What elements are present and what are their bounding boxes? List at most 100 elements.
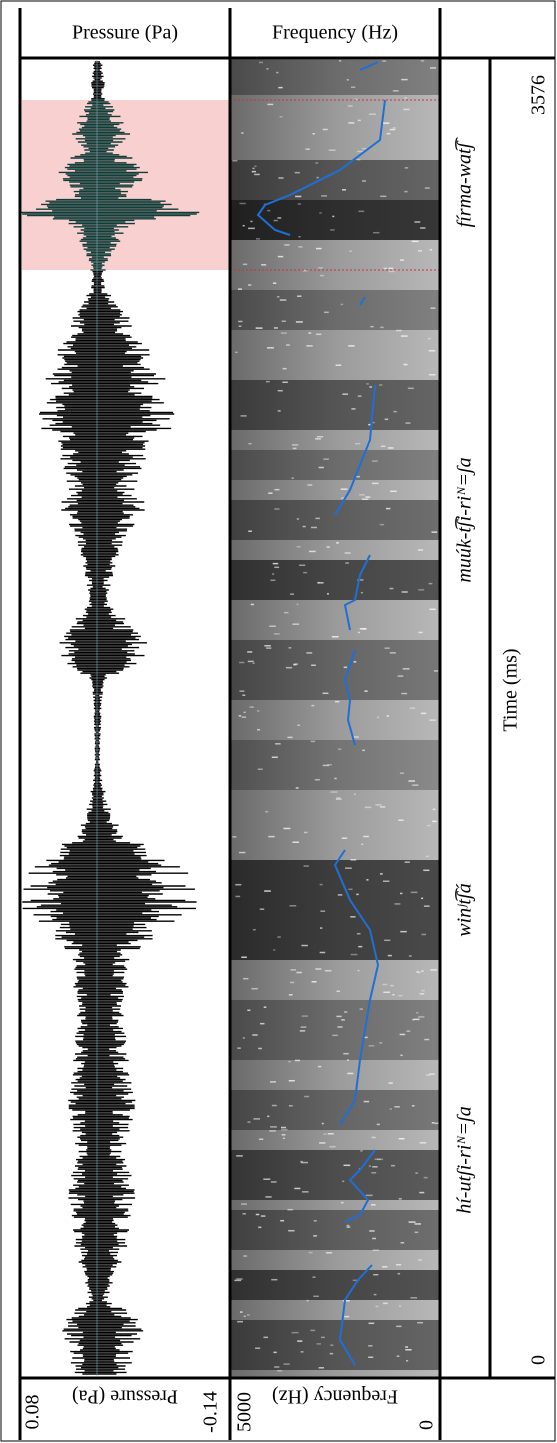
speckle: [364, 690, 368, 692]
speckle: [234, 1279, 242, 1282]
speckle: [341, 1019, 345, 1021]
speckle: [239, 1311, 243, 1313]
speckle: [357, 631, 360, 634]
speckle: [259, 61, 264, 64]
speckle: [309, 550, 316, 553]
speckle: [277, 936, 281, 938]
speckle: [270, 1126, 277, 1128]
time-axis-label: Time (ms): [500, 648, 522, 731]
speckle: [302, 1191, 309, 1193]
speckle: [235, 895, 241, 898]
spectral-band: [230, 60, 440, 95]
speckle: [319, 883, 323, 886]
speckle: [277, 217, 282, 219]
speckle: [357, 150, 364, 153]
speckle: [431, 531, 438, 533]
speckle: [358, 945, 363, 948]
speckle: [310, 1329, 316, 1332]
speckle: [310, 526, 317, 529]
speckle: [235, 351, 238, 354]
speckle: [399, 1033, 406, 1036]
pitch-contour: [343, 649, 356, 746]
speckle: [265, 1196, 272, 1198]
speckle: [388, 267, 394, 270]
speckle: [258, 1138, 264, 1140]
speckle: [365, 1194, 373, 1197]
speckle: [302, 525, 306, 528]
speckle: [267, 347, 274, 349]
speckle: [276, 296, 280, 298]
speckle: [406, 1030, 411, 1032]
speckle: [289, 905, 297, 907]
speckle: [288, 1079, 295, 1082]
speckle: [247, 1121, 251, 1123]
speckle: [424, 187, 430, 189]
speckle: [329, 1352, 334, 1355]
speckle: [433, 670, 439, 672]
speckle: [238, 288, 242, 290]
speckle: [249, 706, 254, 708]
spectral-band: [230, 1090, 440, 1130]
speckle: [353, 661, 357, 663]
speckle: [383, 267, 388, 270]
speckle: [382, 880, 390, 882]
speckle: [307, 484, 313, 486]
speckle: [428, 337, 431, 340]
speckle: [264, 645, 271, 647]
speckle: [396, 1325, 402, 1328]
speckle: [315, 162, 319, 164]
speckle: [421, 970, 424, 972]
speckle: [288, 1060, 291, 1063]
speckle: [407, 387, 414, 390]
speckle: [398, 819, 404, 821]
speckle: [336, 990, 340, 993]
speckle: [248, 530, 252, 532]
speckle: [338, 60, 342, 62]
speckle: [323, 1133, 327, 1135]
speckle: [390, 490, 397, 493]
speckle: [392, 90, 399, 92]
time-tick-label: 0: [528, 1355, 550, 1365]
speckle: [236, 1278, 243, 1280]
panel-header: Frequency (Hz): [272, 22, 398, 44]
pitch-track: [256, 61, 386, 1366]
speckle: [252, 1034, 258, 1036]
speckle: [424, 1038, 430, 1041]
speckle: [312, 1276, 316, 1278]
speckle: [303, 865, 309, 867]
speckle: [428, 373, 436, 376]
speckle: [430, 307, 436, 309]
speckle: [372, 1249, 380, 1251]
speckle: [417, 549, 424, 551]
speckle: [337, 1026, 343, 1028]
speckle: [326, 593, 329, 595]
speckle: [410, 1297, 418, 1299]
tick-label: 5000: [234, 1392, 256, 1432]
speckle: [417, 250, 423, 252]
speckle: [311, 664, 316, 667]
speckle: [377, 716, 380, 719]
speckle: [389, 587, 394, 590]
speckle: [418, 1259, 423, 1261]
speckle: [410, 891, 418, 894]
speckle: [344, 552, 351, 554]
speckle: [293, 663, 299, 665]
speckle: [273, 1351, 277, 1354]
speckle: [304, 1095, 310, 1098]
speckle: [241, 956, 247, 958]
speckle: [313, 1220, 317, 1222]
speckle: [379, 873, 383, 875]
speckle: [284, 611, 289, 614]
speckle: [380, 195, 387, 198]
waveform: [20, 60, 200, 1376]
speckle: [306, 652, 313, 654]
pitch-contour: [343, 554, 371, 631]
speckle: [397, 1272, 401, 1275]
speckle: [403, 363, 408, 366]
speckle: [384, 418, 389, 421]
speckle: [299, 1030, 306, 1032]
speckle: [368, 1322, 375, 1325]
speckle: [247, 651, 253, 653]
pitch-contour: [334, 384, 376, 516]
speckle: [405, 1346, 409, 1348]
